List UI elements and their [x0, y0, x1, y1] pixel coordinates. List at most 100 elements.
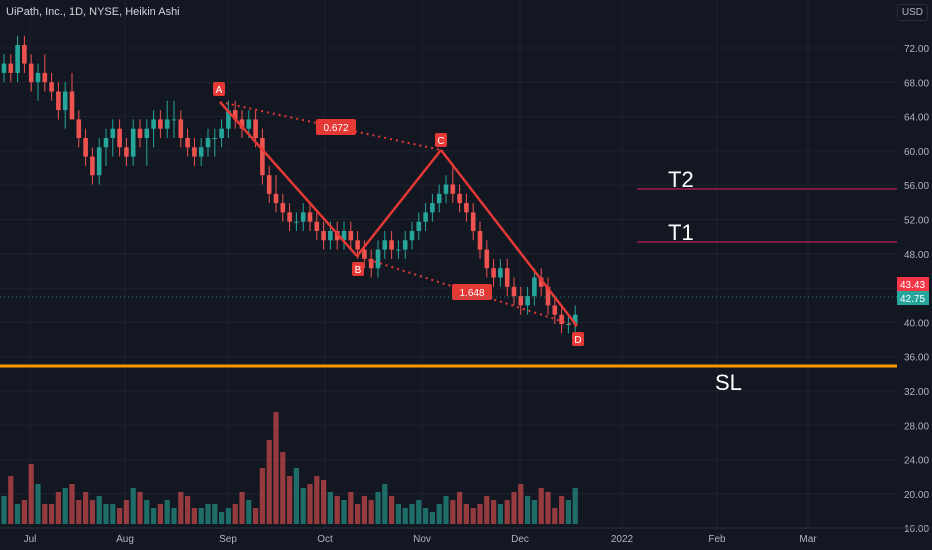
volume-bar [436, 504, 442, 524]
candle-body [396, 249, 401, 251]
volume-bar [477, 504, 483, 524]
volume-bar [42, 504, 48, 524]
x-tick-label: Jul [24, 534, 37, 545]
candle-body [260, 138, 265, 176]
volume-bar [287, 476, 293, 524]
y-tick-label: 56.00 [904, 181, 929, 192]
candle-body [56, 91, 61, 111]
volume-bar [368, 500, 374, 524]
candle-body [205, 138, 211, 148]
pattern-point-badge [435, 133, 447, 147]
volume-bar [191, 508, 197, 524]
pattern-point-badge [572, 332, 584, 346]
volume-bar [239, 492, 245, 524]
y-tick-label: 40.00 [904, 318, 929, 329]
candle-body [239, 119, 245, 129]
candle-body [219, 128, 224, 138]
candle-body [525, 296, 530, 306]
candle-body [368, 258, 374, 269]
volume-bar [212, 504, 218, 524]
volume-bar [348, 492, 354, 524]
candle-body [287, 212, 292, 222]
volume-bar [103, 504, 109, 524]
volume-bar [395, 504, 401, 524]
candle-body [307, 212, 313, 222]
pattern-ratio-line [219, 101, 442, 151]
volume-bar [300, 488, 306, 524]
candle-body [137, 128, 143, 138]
candle-body [178, 119, 184, 138]
volume-bar [246, 500, 252, 524]
volume-bar [28, 464, 34, 524]
candle-body [151, 119, 156, 129]
volume-bar [225, 508, 231, 524]
volume-bar [96, 496, 102, 524]
volume-bar [280, 452, 286, 524]
prev-price-box [897, 277, 929, 291]
candle-body [443, 184, 449, 194]
volume-bar [266, 440, 272, 524]
candle-body [552, 305, 558, 315]
candle-body [185, 138, 190, 148]
volume-bar [55, 492, 61, 524]
volume-bar [137, 492, 143, 524]
volume-bar [504, 500, 510, 524]
candle-body [198, 147, 204, 157]
volume-bar [409, 504, 415, 524]
candle-body [382, 240, 388, 250]
price-labels: 43.43 42.75 [897, 277, 929, 305]
candle-body [416, 221, 422, 231]
candle-body [362, 249, 367, 259]
levels-layer: T255.29T149.16SL34.84 [0, 167, 929, 395]
y-tick-label: 72.00 [904, 44, 929, 55]
volume-bar [110, 504, 116, 524]
volume-bar [484, 496, 490, 524]
volume-bar [416, 500, 422, 524]
candles-layer [1, 35, 578, 334]
volume-bar [423, 508, 429, 524]
x-tick-label: Dec [511, 534, 529, 545]
candle-body [246, 119, 252, 129]
volume-bar [389, 496, 395, 524]
volume-bar [497, 504, 503, 524]
volume-bar [259, 468, 265, 524]
candle-body [355, 240, 360, 250]
candle-body [266, 175, 272, 194]
candle-body [294, 221, 299, 223]
volume-bar [35, 484, 41, 524]
volume-bar [171, 508, 177, 524]
last-price-text: 42.75 [900, 294, 925, 305]
volume-bar [15, 504, 21, 524]
candle-body [35, 72, 41, 83]
volume-bar [62, 488, 68, 524]
candle-body [130, 128, 136, 157]
candle-body [96, 147, 102, 176]
pattern-point-badge [213, 82, 225, 96]
volume-bar [327, 492, 333, 524]
candle-body [538, 277, 544, 287]
pattern-point-label: D [574, 335, 581, 346]
volume-bar [76, 500, 82, 524]
chart-grid [0, 0, 897, 529]
candle-body [253, 119, 258, 138]
y-tick-label: 20.00 [904, 490, 929, 501]
currency-label[interactable]: USD [896, 4, 928, 21]
volume-bar [334, 496, 340, 524]
candle-body [566, 324, 571, 325]
y-tick-label: 36.00 [904, 353, 929, 364]
target-label: T1 [668, 220, 694, 245]
volume-bar [151, 508, 157, 524]
volume-bar [198, 508, 204, 524]
candle-body [42, 72, 48, 83]
ratio-label: 1.648 [459, 288, 484, 299]
volume-bar [157, 504, 163, 524]
ratio-badge [316, 119, 356, 135]
candle-body [484, 249, 490, 269]
candle-body [1, 63, 7, 73]
volume-bar [525, 496, 531, 524]
x-tick-label: Feb [708, 534, 726, 545]
volume-bar [429, 512, 435, 524]
ratio-label: 0.672 [323, 123, 348, 134]
volume-bar [273, 412, 279, 524]
